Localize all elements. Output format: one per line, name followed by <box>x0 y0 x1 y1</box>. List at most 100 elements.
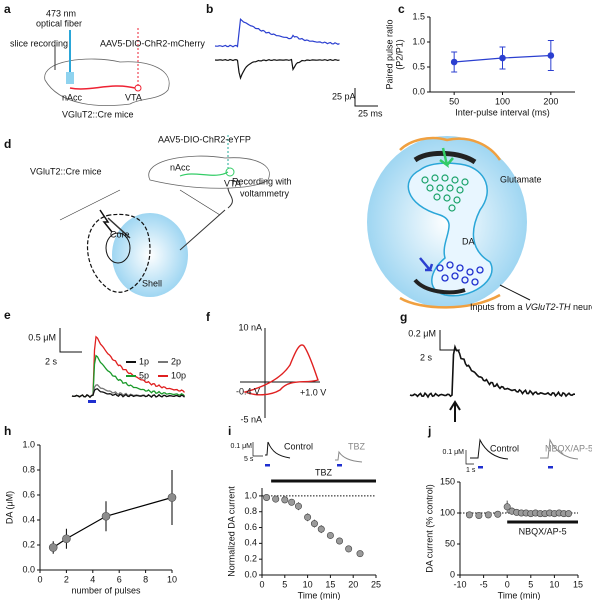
marker <box>310 520 318 528</box>
panel-b: 25 pA 25 ms <box>214 17 383 118</box>
panel-label: d <box>4 137 11 151</box>
fiber-light <box>66 72 74 84</box>
label: Inputs from a VGluT2-TH neuron <box>470 302 592 312</box>
inset-i: 0.1 μM 5 s Control TBZ <box>230 441 366 467</box>
marker <box>294 502 302 510</box>
marker <box>48 543 58 552</box>
y-tick-label: 0.4 <box>22 514 35 524</box>
trace <box>409 344 575 399</box>
projection <box>69 85 136 90</box>
marker <box>484 511 492 519</box>
stimulus <box>337 464 342 467</box>
x-tick-label: 10 <box>549 579 559 589</box>
y-tick-label: 1.0 <box>244 490 257 500</box>
axis-label: -0.4 V <box>236 386 260 396</box>
label: Glutamate <box>500 174 542 184</box>
marker <box>288 498 296 506</box>
y-tick-label: 0 <box>450 569 455 579</box>
marker <box>565 510 573 518</box>
inset-trace <box>265 441 291 459</box>
label: Core <box>110 229 130 239</box>
membrane <box>399 293 501 309</box>
stim-electrode <box>107 217 131 239</box>
x-tick-label: 25 <box>371 579 381 589</box>
marker <box>503 503 511 511</box>
scale-label: 2 s <box>45 356 58 366</box>
label: VTA <box>125 92 142 102</box>
stim-bolt <box>99 209 113 233</box>
y-tick-label: 0.0 <box>412 86 425 96</box>
inset-label: Control <box>284 441 313 451</box>
y-tick-label: 1.0 <box>412 36 425 46</box>
x-tick-label: 0 <box>37 574 42 584</box>
marker <box>336 537 344 545</box>
scale-label: 5 s <box>244 456 254 463</box>
panel-label: g <box>400 310 407 324</box>
label: VGluT2::Cre mice <box>30 166 102 176</box>
y-tick-label: 100 <box>440 507 455 517</box>
marker <box>450 58 458 66</box>
marker <box>62 534 71 544</box>
label: VGluT2::Cre mice <box>62 109 134 119</box>
y-axis-label: Paired pulse ratio <box>384 19 394 89</box>
scale-label: 25 ms <box>358 108 383 118</box>
x-tick-label: -10 <box>453 579 466 589</box>
label-part: VGluT2-TH <box>525 302 571 312</box>
y-tick-label: 0.6 <box>22 489 35 499</box>
inset-j: 0.1 μM 1 s Control NBQX/AP-5 <box>442 438 592 474</box>
zoom-line <box>179 189 221 216</box>
y-tick-label: 0.0 <box>244 569 257 579</box>
x-tick-label: 50 <box>449 96 459 106</box>
scale-label: 0.5 μM <box>28 332 56 342</box>
label-part: Inputs from a <box>470 302 525 312</box>
y-tick-label: 0.4 <box>244 538 257 548</box>
label: AAV5-DIO-ChR2-eYFP <box>158 134 251 144</box>
glutamate-vesicles <box>421 174 469 212</box>
panel-d: AAV5-DIO-ChR2-eYFP VGluT2::Cre mice nAcc… <box>30 134 592 312</box>
scale-label: 0.1 μM <box>230 443 252 450</box>
stimulus <box>478 466 483 469</box>
x-axis-label: Inter-pulse interval (ms) <box>455 107 550 117</box>
stimulus <box>265 464 270 467</box>
panel-label: f <box>206 310 211 324</box>
zoom-line <box>59 189 121 221</box>
panel-f: 10 nA -5 nA -0.4 V +1.0 V <box>236 322 326 424</box>
y-tick-label: 0.5 <box>412 61 425 71</box>
x-tick-label: 10 <box>303 579 313 589</box>
marker <box>356 550 364 558</box>
x-tick-label: 5 <box>528 579 533 589</box>
x-tick-label: 10 <box>167 574 177 584</box>
stimulus <box>548 466 553 469</box>
scale-bar <box>59 328 82 353</box>
x-tick-label: 0 <box>505 579 510 589</box>
label: Shell <box>142 278 162 288</box>
label: nAcc <box>62 92 83 102</box>
stim-arrow <box>449 400 461 422</box>
y-tick-label: 1.0 <box>22 439 35 449</box>
marker <box>465 511 473 519</box>
arrow <box>419 257 434 272</box>
y-tick-label: 0.8 <box>244 506 257 516</box>
recording-electrode <box>179 209 226 251</box>
marker <box>547 52 555 59</box>
scale-label: 0.2 μM <box>408 328 436 338</box>
x-tick-label: 6 <box>117 574 122 584</box>
axis-label: 10 nA <box>238 322 262 332</box>
y-tick-label: 0.2 <box>22 539 35 549</box>
panel-label: b <box>206 2 213 16</box>
trace <box>71 335 185 399</box>
legend-label: 10p <box>171 370 186 380</box>
series-line <box>52 496 173 549</box>
pointer <box>499 284 531 301</box>
marker <box>101 511 111 521</box>
arrow <box>227 187 233 209</box>
inset-trace <box>540 438 579 460</box>
label: 473 nm <box>46 8 76 18</box>
x-tick-label: 15 <box>573 579 583 589</box>
marker <box>263 493 271 501</box>
da-vesicles <box>436 261 484 286</box>
x-tick-label: 2 <box>64 574 69 584</box>
scale-label: 25 pA <box>332 91 356 101</box>
x-tick-label: 100 <box>495 96 510 106</box>
